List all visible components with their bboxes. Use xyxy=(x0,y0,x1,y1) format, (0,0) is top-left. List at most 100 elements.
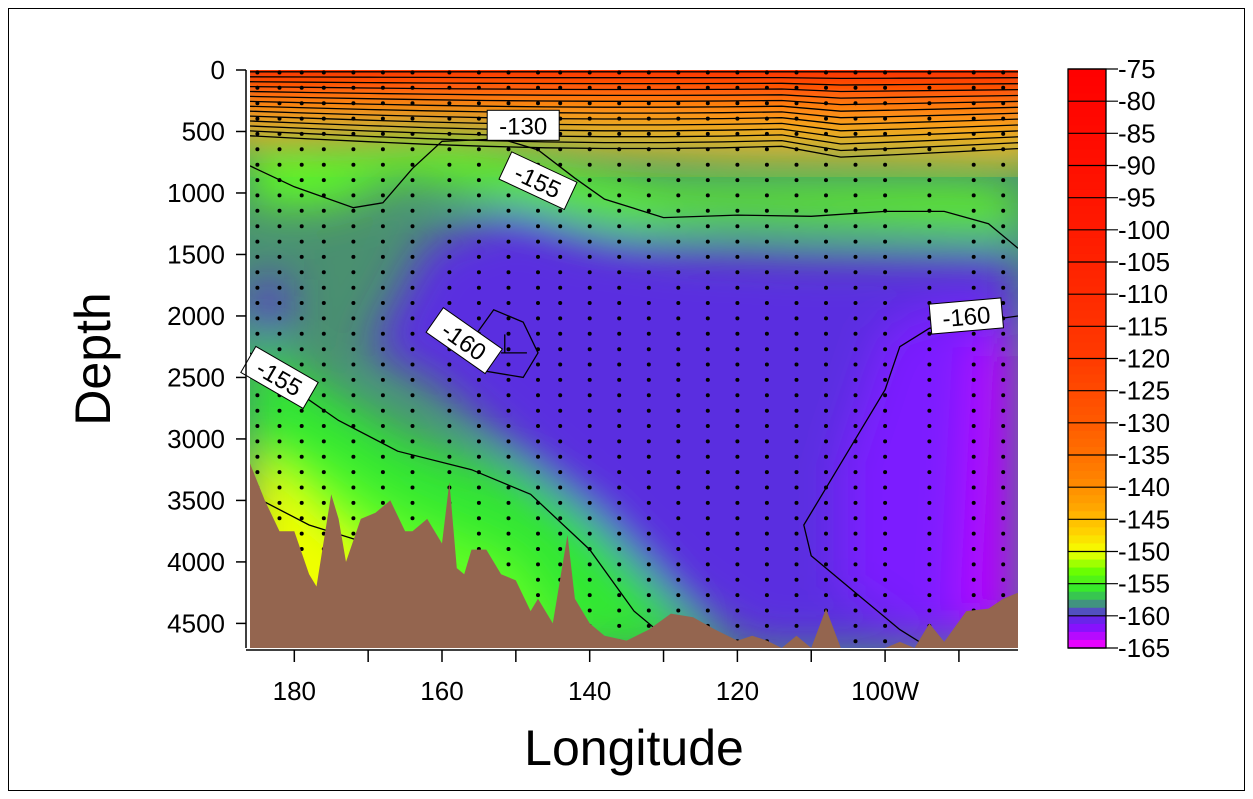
station-dot xyxy=(824,593,828,598)
station-dot xyxy=(853,316,858,321)
station-dot xyxy=(476,377,481,382)
station-dot xyxy=(277,239,282,244)
station-dot xyxy=(646,147,651,152)
colorbar-cell xyxy=(1068,575,1106,585)
colorbar-cell xyxy=(1068,559,1106,569)
station-dot xyxy=(380,347,385,352)
station-dot xyxy=(587,70,592,75)
station-dot xyxy=(447,254,452,259)
station-dot xyxy=(824,254,828,259)
station-dot xyxy=(1001,70,1006,75)
station-dot xyxy=(506,254,511,259)
station-dot xyxy=(646,377,651,382)
station-dot xyxy=(735,347,740,352)
station-dot xyxy=(824,270,828,275)
station-dot xyxy=(853,608,858,613)
station-dot xyxy=(883,531,888,536)
station-dot xyxy=(255,224,260,229)
colorbar-cell xyxy=(1068,382,1106,392)
station-dot xyxy=(617,193,622,198)
colorbar-cell xyxy=(1068,141,1106,151)
colorbar-cell xyxy=(1068,527,1106,537)
station-dot xyxy=(299,116,304,121)
station-dot xyxy=(299,254,304,259)
station-dot xyxy=(824,393,828,398)
station-dot xyxy=(587,101,592,106)
station-dot xyxy=(587,147,592,152)
station-dot xyxy=(299,362,304,367)
station-dot xyxy=(764,500,769,505)
station-dot xyxy=(705,608,710,613)
contour-line-155-lower xyxy=(250,352,679,648)
station-dot xyxy=(536,500,540,505)
station-dot xyxy=(410,393,415,398)
station-dot xyxy=(299,85,304,90)
station-dot xyxy=(883,270,888,275)
station-dot xyxy=(883,162,888,167)
station-dot xyxy=(617,424,622,428)
contour-line-upper xyxy=(250,125,1018,145)
station-dot xyxy=(617,162,622,167)
station-dot xyxy=(971,270,976,275)
x-tick-label: 180 xyxy=(273,676,316,706)
station-dot xyxy=(764,208,769,213)
station-dot xyxy=(558,147,563,152)
station-dot xyxy=(927,362,932,367)
station-dot xyxy=(971,347,976,352)
colorbar-cell xyxy=(1068,133,1106,142)
station-dot xyxy=(255,408,260,413)
station-dot xyxy=(794,500,799,505)
station-dot xyxy=(410,239,415,244)
station-dot xyxy=(764,439,769,444)
station-dot xyxy=(506,454,511,459)
station-dot xyxy=(853,408,858,413)
station-dot xyxy=(735,85,740,90)
station-dot xyxy=(676,270,681,275)
station-dot xyxy=(321,193,326,198)
station-dot xyxy=(705,347,710,352)
station-dot xyxy=(277,485,282,490)
station-dot xyxy=(764,454,769,459)
station-dot xyxy=(1001,147,1006,152)
colorbar-cell xyxy=(1068,253,1106,263)
station-dot xyxy=(447,301,452,305)
station-dot xyxy=(927,424,932,428)
station-dot xyxy=(735,377,740,382)
station-dot xyxy=(321,316,326,321)
station-dot xyxy=(794,424,799,428)
station-dot xyxy=(1001,485,1006,490)
station-dot xyxy=(617,393,622,398)
station-dot xyxy=(536,577,540,582)
station-dot xyxy=(824,577,828,582)
station-dot xyxy=(883,500,888,505)
station-dot xyxy=(617,178,622,183)
y-tick-label: 1000 xyxy=(167,178,225,208)
station-dot xyxy=(853,424,858,428)
station-dot xyxy=(447,239,452,244)
station-dot xyxy=(351,393,356,398)
station-dot xyxy=(735,562,740,567)
station-dot xyxy=(794,562,799,567)
station-dot xyxy=(764,516,769,521)
station-dot xyxy=(558,270,563,275)
station-dot xyxy=(506,439,511,444)
station-dot xyxy=(447,224,452,229)
station-dot xyxy=(255,454,260,459)
station-dot xyxy=(410,485,415,490)
station-dot xyxy=(705,439,710,444)
station-dot xyxy=(277,500,282,505)
station-dot xyxy=(321,270,326,275)
contour-label: -130 xyxy=(486,109,560,141)
station-dot xyxy=(883,593,888,598)
station-dot xyxy=(351,116,356,121)
station-dot xyxy=(617,131,622,136)
station-dot xyxy=(794,347,799,352)
station-dot xyxy=(447,270,452,275)
station-dot xyxy=(536,147,540,152)
station-dot xyxy=(410,516,415,521)
colorbar-label: -140 xyxy=(1118,472,1170,502)
station-dot xyxy=(277,101,282,106)
station-dot xyxy=(447,470,452,475)
station-dot xyxy=(410,362,415,367)
colorbar-label: -130 xyxy=(1118,408,1170,438)
